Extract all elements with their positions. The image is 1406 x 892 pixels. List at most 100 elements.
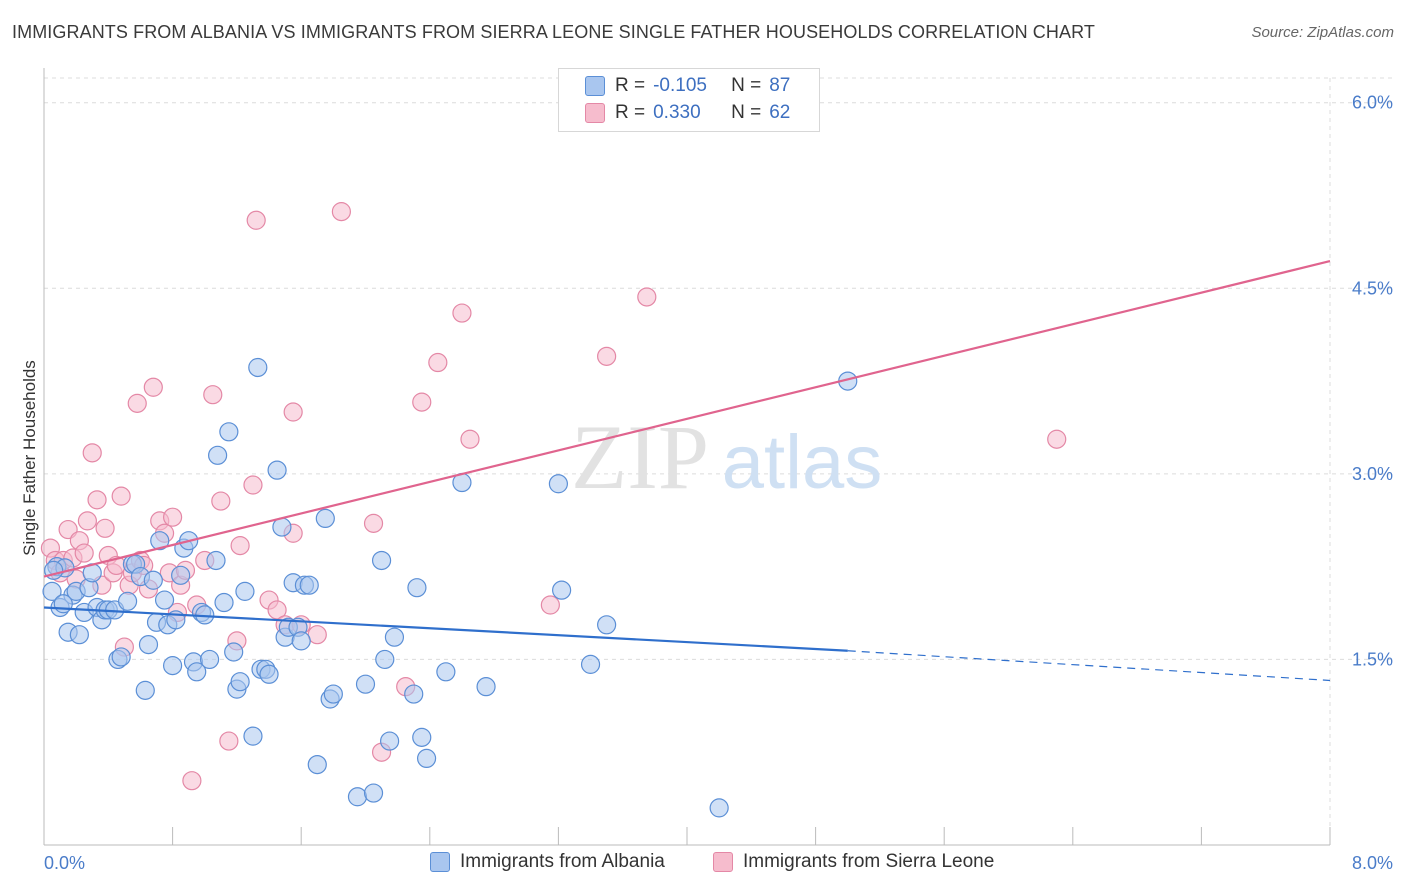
sierra-point-57: [540, 595, 560, 615]
watermark-zip: ZIP: [571, 406, 709, 508]
sierra-n-label: N =: [731, 102, 762, 123]
trend-lines: [43, 260, 1331, 682]
albania-r-value: -0.105: [653, 75, 707, 96]
sierra-point-55: [452, 303, 472, 323]
watermark: ZIP atlas: [571, 406, 882, 508]
albania-point-64: [323, 684, 343, 704]
albania-point-66: [355, 674, 376, 694]
legend-item-albania: Immigrants from Albania: [430, 851, 665, 873]
albania-point-65: [347, 787, 368, 807]
legend-swatch-sierra-leone: [713, 852, 733, 872]
albania-point-24: [143, 570, 163, 590]
albania-point-68: [371, 550, 392, 571]
albania-point-78: [476, 677, 496, 697]
albania-point-62: [315, 508, 335, 529]
albania-point-86: [53, 594, 73, 614]
sierra-point-59: [637, 287, 657, 307]
stats-legend: R = -0.105 N = 87 R = 0.330 N = 62: [558, 68, 820, 132]
sierra-point-54: [428, 352, 448, 373]
albania-point-81: [580, 654, 601, 674]
albania-point-80: [552, 580, 572, 600]
stats-row-sierra-leone: R = 0.330 N = 62: [585, 101, 790, 125]
x-tick-label-max: 8.0%: [1352, 853, 1393, 873]
albania-point-18: [117, 591, 138, 611]
y-tick-label-3: 6.0%: [1352, 93, 1393, 113]
legend-swatch-albania: [430, 852, 450, 872]
legend-label-albania: Immigrants from Albania: [460, 851, 665, 872]
albania-point-31: [171, 565, 191, 585]
albania-point-72: [404, 684, 424, 704]
series-legend: Immigrants from Albania Immigrants from …: [0, 851, 1406, 877]
legend-item-sierra-leone: Immigrants from Sierra Leone: [713, 851, 994, 873]
albania-point-39: [206, 550, 226, 571]
albania-point-83: [709, 798, 729, 818]
albania-point-43: [224, 642, 244, 662]
sierra-point-40: [230, 536, 250, 556]
y-tick-label-0: 1.5%: [1352, 649, 1393, 669]
albania-trend-line: [43, 606, 848, 652]
albania-point-23: [138, 634, 159, 655]
sierra-leone-swatch: [585, 103, 605, 123]
sierra-point-10: [82, 443, 102, 463]
albania-n-label: N =: [731, 75, 762, 96]
albania-point-67: [363, 783, 384, 803]
sierra-point-42: [246, 210, 266, 230]
sierra-point-11: [87, 490, 107, 510]
sierra-point-33: [182, 771, 202, 791]
albania-swatch: [585, 76, 605, 96]
sierra-r-value: 0.330: [653, 102, 701, 123]
y-tick-label-1: 3.0%: [1352, 464, 1393, 484]
albania-point-35: [187, 662, 207, 682]
sierra-point-37: [211, 491, 231, 511]
albania-n-value: 87: [769, 75, 791, 96]
albania-point-41: [214, 592, 234, 613]
albania-point-45: [230, 672, 250, 692]
sierra-n-value: 62: [769, 102, 791, 123]
sierra-point-21: [127, 393, 147, 413]
albania-point-7: [69, 625, 89, 645]
albania-point-71: [384, 627, 405, 647]
albania-point-29: [163, 656, 183, 676]
albania-point-40: [208, 445, 228, 465]
albania-point-79: [548, 474, 569, 494]
sierra-point-29: [163, 507, 183, 527]
albania-point-69: [375, 649, 395, 670]
albania-point-0: [42, 581, 62, 601]
sierra-point-13: [95, 518, 115, 538]
watermark-atlas: atlas: [722, 420, 883, 505]
stats-row-albania: R = -0.105 N = 87: [585, 74, 790, 98]
albania-point-70: [380, 731, 400, 751]
albania-point-75: [416, 748, 437, 769]
albania-trend-extension: [847, 650, 1331, 682]
sierra-point-58: [597, 346, 617, 366]
sierra-point-46: [283, 402, 303, 422]
albania-point-58: [291, 631, 311, 651]
y-tick-label-2: 4.5%: [1352, 278, 1393, 298]
chart-title: IMMIGRANTS FROM ALBANIA VS IMMIGRANTS FR…: [12, 22, 1095, 42]
x-tick-label-min: 0.0%: [44, 853, 85, 873]
albania-point-52: [267, 460, 287, 480]
albania-point-51: [259, 664, 279, 684]
albania-point-17: [111, 647, 131, 667]
albania-r-label: R =: [615, 75, 646, 96]
albania-point-27: [154, 590, 175, 610]
sierra-point-38: [219, 731, 239, 751]
sierra-point-48: [307, 625, 327, 645]
albania-point-38: [199, 649, 220, 670]
albania-point-74: [412, 727, 432, 747]
albania-point-48: [248, 357, 268, 378]
sierra-point-9: [77, 511, 98, 531]
albania-point-42: [219, 422, 239, 442]
albania-point-46: [235, 581, 255, 601]
albania-point-26: [150, 531, 170, 551]
tick-labels: 1.5% 3.0% 4.5% 6.0% 0.0% 8.0%: [44, 93, 1393, 873]
sierra-point-60: [1047, 429, 1067, 449]
sierra-point-50: [363, 513, 384, 533]
albania-point-76: [436, 662, 456, 682]
albania-point-61: [307, 754, 327, 775]
sierra-point-49: [331, 202, 351, 222]
sierra-point-36: [203, 385, 223, 405]
sierra-point-8: [74, 543, 94, 563]
albania-point-60: [299, 575, 319, 595]
